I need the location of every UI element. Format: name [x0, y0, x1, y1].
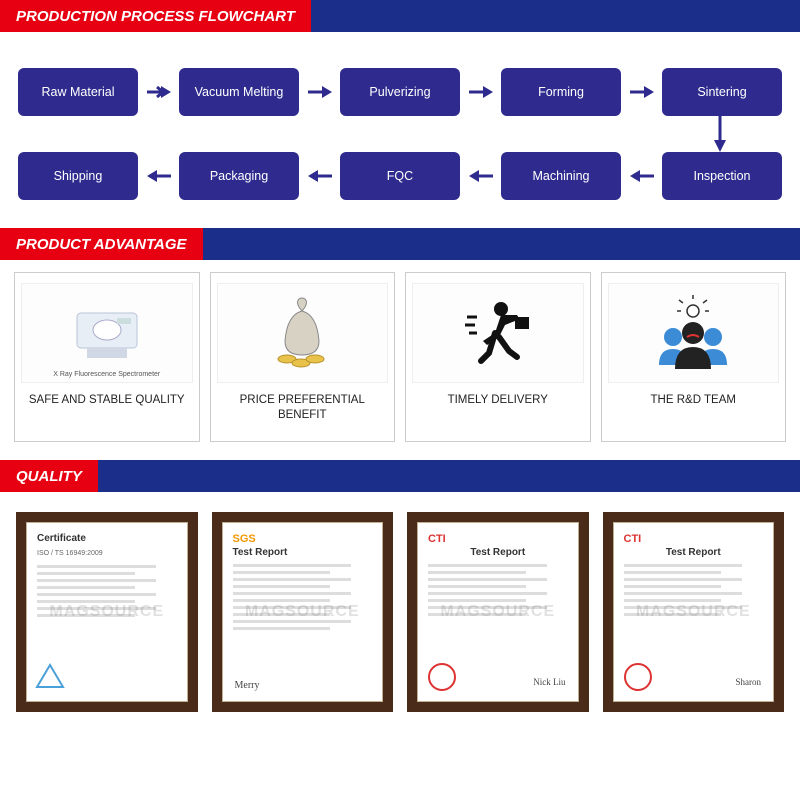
flow-node: Shipping [18, 152, 138, 200]
arrow-left-icon [147, 168, 171, 184]
certificate-heading: Certificate [37, 533, 177, 544]
certificate-frame: CTI Test Report Nick Liu MAGSOURCE [407, 512, 589, 712]
watermark: MAGSOURCE [636, 603, 751, 621]
certificate-frame: SGS Test Report Merry MAGSOURCE [212, 512, 394, 712]
watermark: MAGSOURCE [440, 603, 555, 621]
section-header-quality: QUALITY [0, 460, 800, 492]
watermark: MAGSOURCE [49, 603, 164, 621]
certificate-logo: CTI [624, 533, 764, 545]
advantage-label: SAFE AND STABLE QUALITY [29, 393, 185, 408]
money-bag-icon [217, 283, 389, 383]
certificate-heading: Test Report [233, 547, 373, 558]
section-title: QUALITY [0, 460, 98, 492]
certificate-heading: Test Report [428, 547, 568, 558]
arrow-left-icon [308, 168, 332, 184]
header-fill [311, 0, 800, 32]
advantage-grid: X Ray Fluorescence Spectrometer SAFE AND… [0, 272, 800, 460]
advantage-card: X Ray Fluorescence Spectrometer SAFE AND… [14, 272, 200, 442]
flow-node: Vacuum Melting [179, 68, 299, 116]
flow-node: Raw Material [18, 68, 138, 116]
certificate-page: CTI Test Report Sharon MAGSOURCE [613, 522, 775, 702]
flow-node: Forming [501, 68, 621, 116]
arrow-right-icon [147, 84, 171, 100]
arrow-down-icon [712, 116, 728, 152]
advantage-card: TIMELY DELIVERY [405, 272, 591, 442]
advantage-label: PRICE PREFERENTIAL BENEFIT [217, 393, 389, 423]
section-header-flow: PRODUCTION PROCESS FLOWCHART [0, 0, 800, 32]
header-fill [203, 228, 800, 260]
certificate-sub: ISO / TS 16949:2009 [37, 550, 177, 557]
arrow-right-icon [630, 84, 654, 100]
arrow-left-icon [630, 168, 654, 184]
header-fill [98, 460, 800, 492]
advantage-label: TIMELY DELIVERY [448, 393, 548, 408]
advantage-card: THE R&D TEAM [601, 272, 787, 442]
flow-node: Pulverizing [340, 68, 460, 116]
flow-node: Sintering [662, 68, 782, 116]
section-header-adv: PRODUCT ADVANTAGE [0, 228, 800, 260]
flow-node: Machining [501, 152, 621, 200]
arrow-left-icon [469, 168, 493, 184]
certificate-page: Certificate ISO / TS 16949:2009 MAGSOURC… [26, 522, 188, 702]
stamp-icon [428, 663, 456, 691]
signature: Nick Liu [533, 677, 565, 687]
flow-node: Inspection [662, 152, 782, 200]
arrow-right-icon [308, 84, 332, 100]
team-idea-icon [608, 283, 780, 383]
advantage-caption: X Ray Fluorescence Spectrometer [22, 371, 192, 378]
flow-node: Packaging [179, 152, 299, 200]
signature: Merry [235, 680, 260, 691]
section-title: PRODUCT ADVANTAGE [0, 228, 203, 260]
vertical-connector [18, 116, 782, 152]
flow-node: FQC [340, 152, 460, 200]
certificate-logo: SGS [233, 533, 373, 545]
spectrometer-icon: X Ray Fluorescence Spectrometer [21, 283, 193, 383]
signature: Sharon [736, 677, 762, 687]
arrow-right-icon [469, 84, 493, 100]
certificate-logo: CTI [428, 533, 568, 545]
certificate-frame: Certificate ISO / TS 16949:2009 MAGSOURC… [16, 512, 198, 712]
certificate-row: Certificate ISO / TS 16949:2009 MAGSOURC… [0, 504, 800, 712]
advantage-label: THE R&D TEAM [651, 393, 736, 408]
watermark: MAGSOURCE [245, 603, 360, 621]
cert-seal-icon [35, 663, 65, 693]
flow-row-1: Raw Material Vacuum Melting Pulverizing … [18, 68, 782, 116]
section-title: PRODUCTION PROCESS FLOWCHART [0, 0, 311, 32]
advantage-card: PRICE PREFERENTIAL BENEFIT [210, 272, 396, 442]
certificate-heading: Test Report [624, 547, 764, 558]
flow-row-2: Shipping Packaging FQC Machining Inspect… [18, 152, 782, 200]
certificate-page: CTI Test Report Nick Liu MAGSOURCE [417, 522, 579, 702]
running-delivery-icon [412, 283, 584, 383]
flowchart: Raw Material Vacuum Melting Pulverizing … [0, 44, 800, 228]
stamp-icon [624, 663, 652, 691]
certificate-frame: CTI Test Report Sharon MAGSOURCE [603, 512, 785, 712]
certificate-page: SGS Test Report Merry MAGSOURCE [222, 522, 384, 702]
